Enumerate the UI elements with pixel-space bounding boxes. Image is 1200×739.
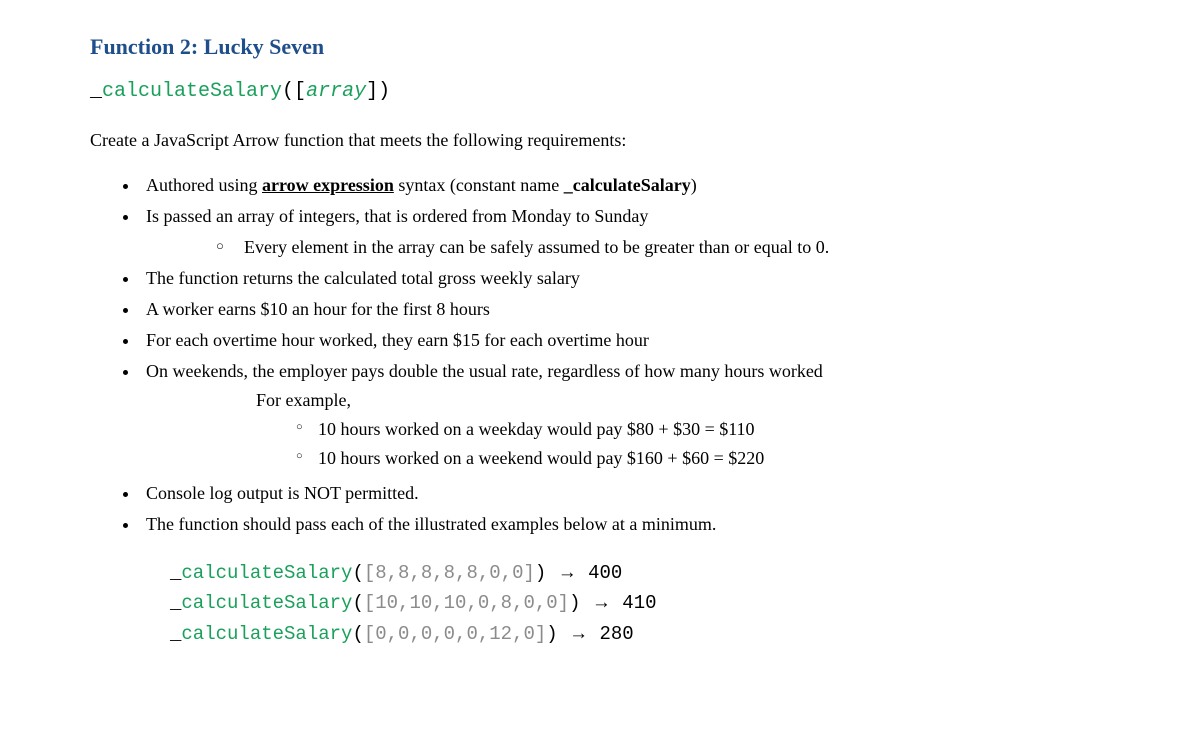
sig-close: ]) bbox=[366, 80, 390, 103]
ex2-open: ( bbox=[352, 592, 363, 614]
bullet-returns-salary: The function returns the calculated tota… bbox=[140, 265, 1110, 292]
b1-suffix: ) bbox=[691, 175, 697, 195]
ex1-name: calculateSalary bbox=[181, 562, 352, 584]
ex2-close: ) bbox=[569, 592, 580, 614]
sig-open: ([ bbox=[282, 80, 306, 103]
b1-prefix: Authored using bbox=[146, 175, 262, 195]
ex2-args: [10,10,10,0,8,0,0] bbox=[364, 592, 569, 614]
b6-example-2: 10 hours worked on a weekend would pay $… bbox=[296, 445, 1110, 472]
sig-param: array bbox=[306, 80, 366, 103]
example-2: _calculateSalary([10,10,10,0,8,0,0]) → 4… bbox=[170, 588, 1110, 618]
ex1-args: [8,8,8,8,8,0,0] bbox=[364, 562, 535, 584]
bullet-arrow-expression: Authored using arrow expression syntax (… bbox=[140, 172, 1110, 199]
example-3: _calculateSalary([0,0,0,0,0,12,0]) → 280 bbox=[170, 619, 1110, 649]
ex3-args: [0,0,0,0,0,12,0] bbox=[364, 623, 546, 645]
ex2-name: calculateSalary bbox=[181, 592, 352, 614]
ex2-arrow: → bbox=[592, 592, 611, 613]
examples-block: _calculateSalary([8,8,8,8,8,0,0]) → 400 … bbox=[170, 558, 1110, 649]
bullet-overtime-rate: For each overtime hour worked, they earn… bbox=[140, 327, 1110, 354]
intro-text: Create a JavaScript Arrow function that … bbox=[90, 127, 1110, 154]
b1-bold: arrow expression bbox=[262, 175, 394, 195]
ex1-underscore: _ bbox=[170, 562, 181, 584]
ex1-open: ( bbox=[352, 562, 363, 584]
sig-underscore: _ bbox=[90, 80, 102, 103]
function-signature: _calculateSalary([array]) bbox=[90, 77, 1110, 107]
ex3-close: ) bbox=[546, 623, 557, 645]
bullet-weekend-rate: On weekends, the employer pays double th… bbox=[140, 358, 1110, 472]
b1-bold2: _calculateSalary bbox=[564, 175, 691, 195]
section-heading: Function 2: Lucky Seven bbox=[90, 30, 1110, 63]
b6-text: On weekends, the employer pays double th… bbox=[146, 361, 823, 381]
b1-mid: syntax (constant name bbox=[394, 175, 564, 195]
bullet-pass-examples: The function should pass each of the ill… bbox=[140, 511, 1110, 538]
bullet-array-integers: Is passed an array of integers, that is … bbox=[140, 203, 1110, 261]
ex3-name: calculateSalary bbox=[181, 623, 352, 645]
requirements-list: Authored using arrow expression syntax (… bbox=[140, 172, 1110, 538]
b2-text: Is passed an array of integers, that is … bbox=[146, 206, 648, 226]
ex1-result: 400 bbox=[588, 562, 622, 584]
sig-function-name: calculateSalary bbox=[102, 80, 282, 103]
b6-example-1: 10 hours worked on a weekday would pay $… bbox=[296, 416, 1110, 443]
ex2-result: 410 bbox=[622, 592, 656, 614]
bullet-no-console: Console log output is NOT permitted. bbox=[140, 480, 1110, 507]
ex2-underscore: _ bbox=[170, 592, 181, 614]
bullet-base-rate: A worker earns $10 an hour for the first… bbox=[140, 296, 1110, 323]
ex3-arrow: → bbox=[569, 623, 588, 644]
ex3-result: 280 bbox=[600, 623, 634, 645]
ex3-underscore: _ bbox=[170, 623, 181, 645]
b2-sub: Every element in the array can be safely… bbox=[216, 234, 1110, 261]
b6-for-example: For example, bbox=[256, 387, 1110, 414]
ex1-close: ) bbox=[535, 562, 546, 584]
example-1: _calculateSalary([8,8,8,8,8,0,0]) → 400 bbox=[170, 558, 1110, 588]
ex1-arrow: → bbox=[558, 562, 577, 583]
ex3-open: ( bbox=[352, 623, 363, 645]
